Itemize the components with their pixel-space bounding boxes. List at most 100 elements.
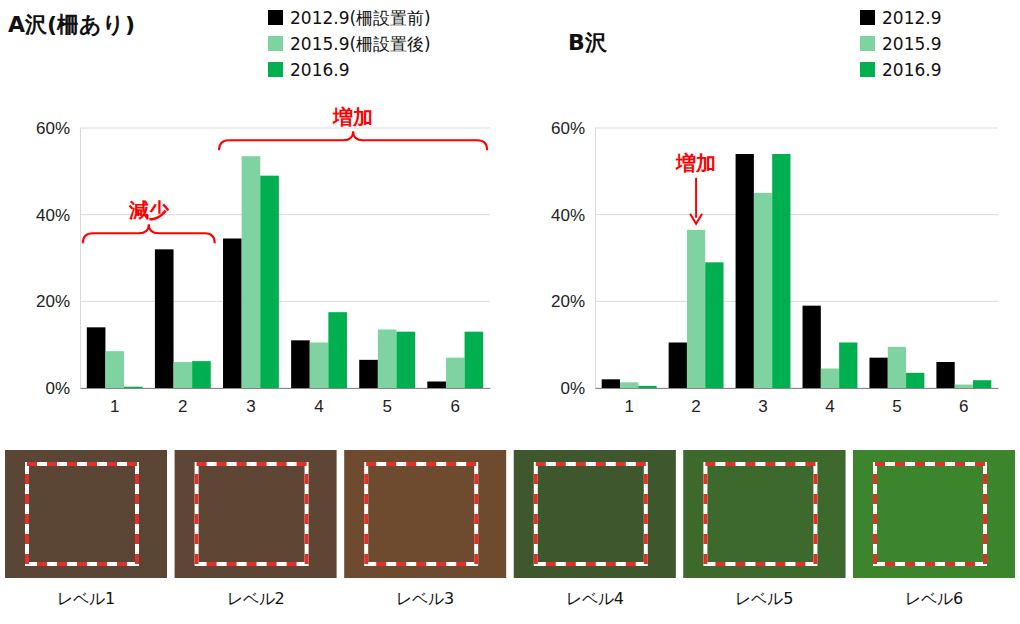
axis-line	[80, 129, 81, 389]
tick-label: 3	[246, 397, 255, 416]
photo-ground	[344, 450, 506, 578]
grid-line	[80, 301, 490, 302]
tick-label: 60%	[36, 119, 70, 138]
tick: 0%	[45, 379, 80, 398]
axis-line	[81, 388, 491, 389]
tick: 0%	[560, 379, 595, 398]
tick: 60%	[36, 119, 80, 138]
bars	[602, 154, 992, 388]
title: A沢(柵あり)	[8, 12, 135, 37]
bar	[955, 385, 973, 388]
tick-label: 20%	[551, 292, 585, 311]
tick-label: 1	[110, 397, 119, 416]
bar	[803, 306, 821, 388]
bars	[87, 156, 483, 388]
photo-ground	[683, 450, 845, 578]
figure: 0%20%40%60%123456A沢(柵あり)2012.9(柵設置前)2015…	[0, 0, 1020, 624]
bar	[936, 362, 954, 388]
legend-label: 2016.9	[290, 60, 349, 80]
axis-line	[595, 129, 596, 389]
quadrat-frame	[27, 464, 137, 564]
tick: 20%	[36, 292, 80, 311]
tick: 3	[246, 388, 255, 416]
tick-label: 20%	[36, 292, 70, 311]
bar	[378, 330, 397, 389]
bar	[821, 369, 839, 389]
bar	[839, 343, 857, 389]
photo-vegetation	[853, 450, 1015, 578]
photo-ground	[514, 450, 676, 578]
series	[638, 154, 991, 388]
tick: 3	[758, 388, 767, 416]
bar	[669, 343, 687, 389]
legend-swatch	[268, 62, 283, 77]
bar	[359, 360, 378, 388]
bar	[687, 230, 705, 388]
photo-label: レベル2	[227, 589, 285, 608]
legend-swatch	[268, 10, 283, 25]
quadrat-frame	[536, 464, 646, 564]
bar	[446, 358, 465, 388]
legend-label: 2012.9(柵設置前)	[290, 8, 431, 28]
legend-swatch	[268, 36, 283, 51]
grid-line	[595, 214, 998, 215]
grid-line	[595, 301, 998, 302]
arrow-shaft	[695, 178, 697, 218]
x-axis: 123456	[81, 388, 491, 416]
photo-ground	[5, 450, 167, 578]
series	[105, 156, 464, 388]
bracket	[83, 224, 215, 243]
grid	[595, 128, 998, 388]
bar	[705, 262, 723, 388]
photo: レベル2	[175, 450, 337, 608]
legend-label: 2015.9	[882, 34, 941, 54]
tick-label: 60%	[551, 119, 585, 138]
legend-swatch	[860, 10, 875, 25]
photo-ground	[853, 450, 1015, 578]
bar	[602, 379, 620, 388]
photo: レベル4	[514, 450, 676, 608]
tick-label: 0%	[560, 379, 585, 398]
bracket	[219, 131, 487, 150]
quadrat-frame	[197, 464, 307, 564]
photo-label: レベル6	[905, 589, 963, 608]
series	[620, 193, 973, 388]
photo-ground	[175, 450, 337, 578]
tick-label: 5	[382, 397, 391, 416]
quadrat-frame-stripes	[705, 464, 815, 564]
tick-label: 2	[691, 397, 700, 416]
photos: レベル1レベル2レベル3レベル4レベル5レベル6	[5, 450, 1015, 608]
tick-label: 4	[825, 397, 834, 416]
tick: 20%	[551, 292, 595, 311]
x-axis: 123456	[596, 388, 999, 416]
bar	[124, 387, 143, 388]
tick: 2	[178, 388, 187, 416]
bar	[754, 193, 772, 388]
photo: レベル5	[683, 450, 845, 608]
photo: レベル1	[5, 450, 167, 608]
y-axis: 0%20%40%60%	[36, 119, 81, 398]
bar	[620, 382, 638, 388]
tick-label: 3	[758, 397, 767, 416]
tick: 60%	[551, 119, 595, 138]
tick: 4	[314, 388, 323, 416]
bar	[223, 239, 242, 389]
bar	[155, 249, 174, 388]
quadrat-frame	[875, 464, 985, 564]
tick-label: 2	[178, 397, 187, 416]
annotation-label: 増加	[332, 105, 373, 129]
photo: レベル6	[853, 450, 1015, 608]
grid	[80, 128, 490, 388]
grid-line	[80, 128, 490, 129]
bar	[396, 332, 415, 388]
bar	[465, 332, 484, 388]
tick: 40%	[551, 206, 595, 225]
photo-label: レベル5	[735, 589, 793, 608]
bar	[291, 340, 310, 388]
annotation: 増加	[219, 105, 487, 150]
legend-swatch	[860, 36, 875, 51]
tick: 5	[382, 388, 391, 416]
bar	[772, 154, 790, 388]
tick: 1	[110, 388, 119, 416]
photo-vegetation	[683, 450, 845, 578]
